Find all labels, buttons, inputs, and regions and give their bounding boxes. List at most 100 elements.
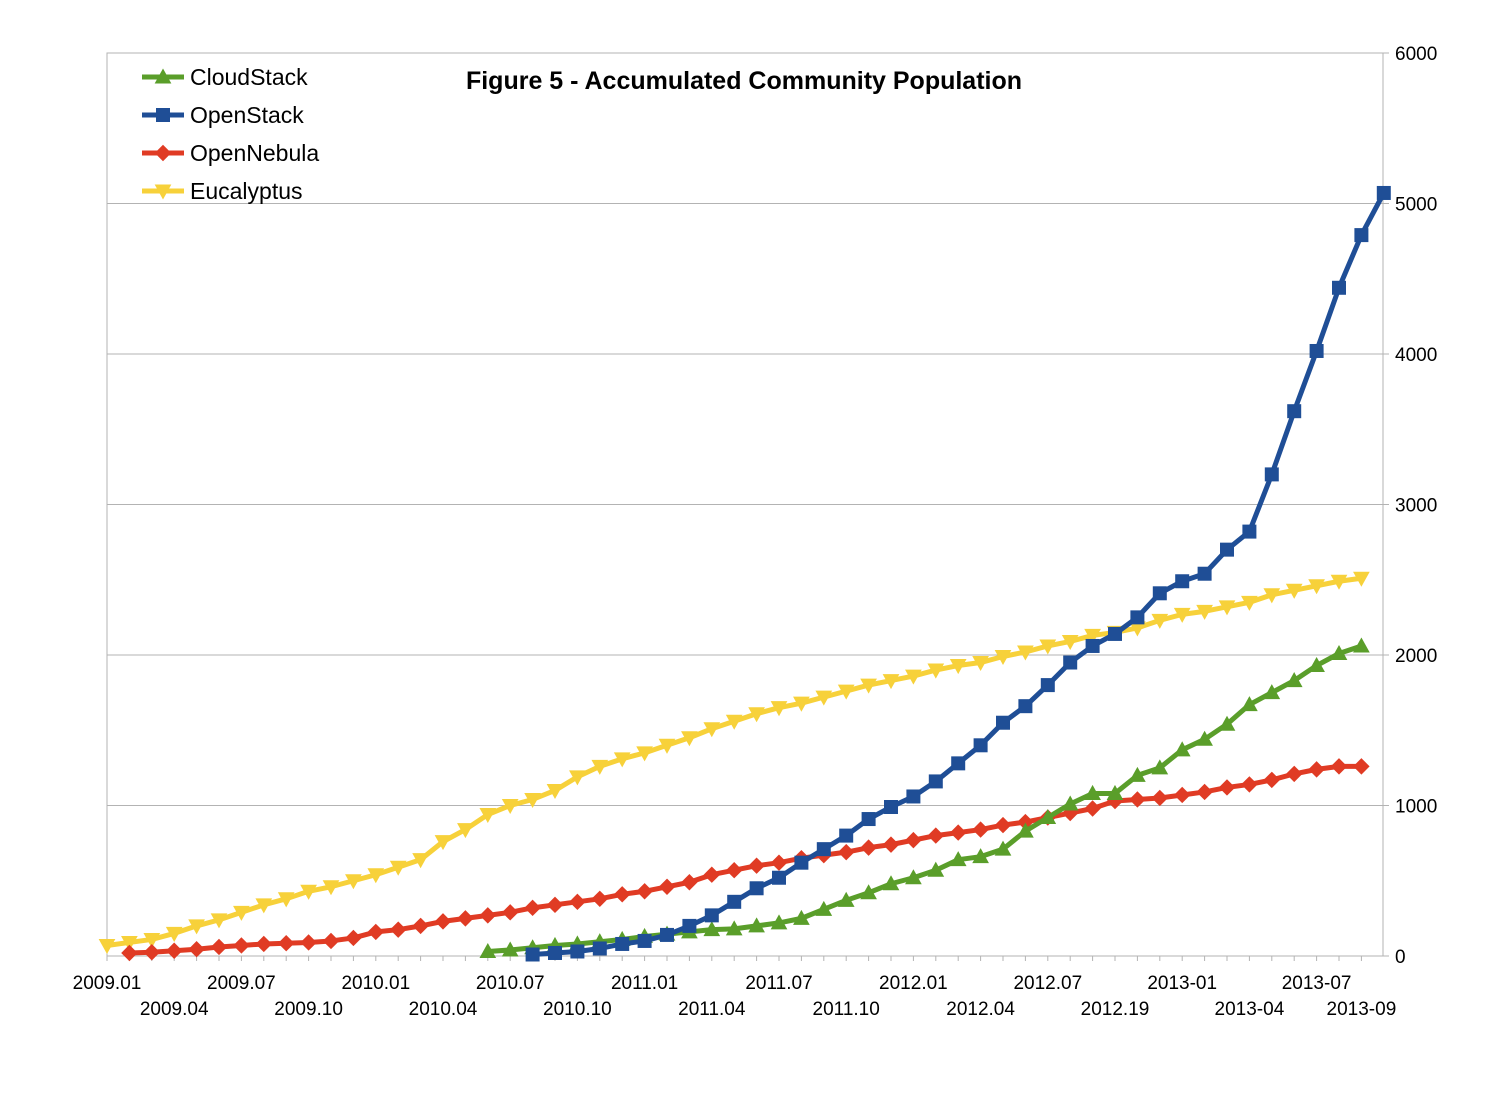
data-point-opennebula bbox=[501, 904, 519, 921]
data-point-eucalyptus bbox=[658, 738, 676, 754]
series-opennebula bbox=[121, 758, 1370, 962]
data-point-opennebula bbox=[1196, 783, 1213, 801]
data-point-eucalyptus bbox=[457, 823, 474, 839]
x-axis: 2009.01 2009.07 2010.01 2010.07 2011.01 2011.… bbox=[73, 956, 1396, 1020]
data-point-openstack bbox=[1018, 699, 1033, 714]
data-point-openstack bbox=[1220, 542, 1234, 557]
x-tick-label: 2010.04 bbox=[409, 999, 478, 1020]
data-point-openstack bbox=[1130, 610, 1145, 625]
data-point-cloudstack bbox=[1151, 759, 1169, 775]
data-point-opennebula bbox=[613, 886, 631, 903]
data-point-openstack bbox=[772, 870, 786, 885]
data-point-openstack bbox=[951, 756, 966, 771]
data-point-eucalyptus bbox=[636, 746, 653, 762]
data-point-opennebula bbox=[658, 878, 676, 895]
x-tick-label: 2013-04 bbox=[1215, 999, 1285, 1020]
data-point-opennebula bbox=[188, 941, 205, 958]
data-point-opennebula bbox=[837, 843, 855, 861]
data-point-opennebula bbox=[972, 821, 989, 838]
data-point-openstack bbox=[1242, 524, 1257, 539]
data-point-openstack bbox=[884, 800, 898, 815]
data-point-cloudstack bbox=[1263, 684, 1281, 700]
y-tick-label: 1000 bbox=[1395, 797, 1437, 818]
data-point-eucalyptus bbox=[345, 874, 362, 890]
series-line-cloudstack bbox=[485, 643, 1364, 954]
data-point-eucalyptus bbox=[1151, 613, 1169, 629]
data-point-cloudstack bbox=[1353, 637, 1370, 653]
data-point-eucalyptus bbox=[1353, 571, 1370, 587]
data-point-opennebula bbox=[210, 938, 228, 956]
data-point-eucalyptus bbox=[501, 799, 519, 815]
data-point-eucalyptus bbox=[1196, 604, 1213, 620]
legend-label: CloudStack bbox=[190, 64, 308, 90]
data-point-eucalyptus bbox=[165, 926, 183, 942]
data-point-openstack bbox=[1354, 228, 1369, 243]
y-tick-label: 0 bbox=[1395, 947, 1406, 968]
data-point-cloudstack bbox=[1241, 696, 1258, 712]
data-point-opennebula bbox=[233, 937, 250, 954]
data-point-opennebula bbox=[457, 910, 474, 927]
data-point-eucalyptus bbox=[815, 690, 833, 706]
data-point-opennebula bbox=[345, 929, 362, 947]
data-point-openstack bbox=[1332, 280, 1346, 295]
data-point-eucalyptus bbox=[255, 898, 273, 914]
data-point-eucalyptus bbox=[188, 919, 205, 935]
series-layer bbox=[98, 185, 1391, 962]
data-point-eucalyptus bbox=[837, 684, 855, 700]
data-point-opennebula bbox=[703, 866, 721, 883]
data-point-cloudstack bbox=[949, 851, 967, 867]
data-point-eucalyptus bbox=[569, 770, 586, 786]
data-point-eucalyptus bbox=[367, 868, 385, 884]
data-point-opennebula bbox=[1263, 771, 1281, 789]
data-point-opennebula bbox=[1084, 800, 1101, 817]
x-tick-label: 2010.10 bbox=[543, 999, 612, 1020]
data-point-opennebula bbox=[882, 836, 900, 853]
data-point-cloudstack bbox=[1196, 730, 1213, 746]
data-point-opennebula bbox=[1330, 758, 1348, 775]
data-point-openstack bbox=[861, 812, 876, 827]
data-point-opennebula bbox=[524, 899, 541, 917]
data-point-opennebula bbox=[725, 862, 743, 879]
legend-label: OpenNebula bbox=[190, 140, 319, 166]
chart-title: Figure 5 - Accumulated Community Populat… bbox=[466, 67, 1022, 95]
data-point-opennebula bbox=[1151, 789, 1169, 807]
data-point-eucalyptus bbox=[412, 853, 429, 869]
data-point-openstack bbox=[1108, 626, 1122, 641]
data-point-openstack bbox=[816, 842, 831, 857]
data-point-eucalyptus bbox=[770, 701, 788, 717]
data-point-opennebula bbox=[1308, 761, 1325, 778]
data-point-eucalyptus bbox=[389, 860, 407, 876]
data-point-cloudstack bbox=[905, 869, 922, 885]
data-point-openstack bbox=[1175, 574, 1190, 589]
data-point-openstack bbox=[570, 944, 585, 959]
series-eucalyptus bbox=[98, 571, 1370, 954]
data-point-openstack bbox=[906, 789, 921, 804]
data-point-cloudstack bbox=[1084, 784, 1101, 800]
data-point-eucalyptus bbox=[1218, 600, 1236, 616]
data-point-cloudstack bbox=[994, 840, 1012, 856]
data-point-opennebula bbox=[546, 896, 564, 914]
data-point-openstack bbox=[525, 947, 540, 962]
data-point-eucalyptus bbox=[1308, 579, 1325, 595]
data-point-eucalyptus bbox=[1017, 645, 1034, 661]
data-point-eucalyptus bbox=[613, 752, 631, 768]
data-point-opennebula bbox=[277, 935, 295, 952]
y-tick-label: 5000 bbox=[1395, 195, 1437, 216]
data-point-eucalyptus bbox=[994, 650, 1012, 666]
data-point-cloudstack bbox=[1218, 715, 1236, 731]
x-tick-label: 2011.04 bbox=[678, 999, 746, 1020]
data-point-eucalyptus bbox=[1061, 634, 1079, 650]
x-tick-label: 2013-07 bbox=[1282, 973, 1352, 994]
data-point-opennebula bbox=[479, 907, 497, 924]
data-point-cloudstack bbox=[725, 920, 743, 936]
x-tick-label: 2011.01 bbox=[611, 973, 678, 994]
legend-label: OpenStack bbox=[190, 102, 304, 128]
data-point-openstack bbox=[615, 936, 630, 951]
data-point-cloudstack bbox=[501, 941, 519, 957]
data-point-cloudstack bbox=[1285, 672, 1303, 688]
x-tick-label: 2009.01 bbox=[73, 973, 142, 994]
series-openstack bbox=[525, 185, 1391, 962]
data-point-cloudstack bbox=[1039, 809, 1057, 825]
data-point-eucalyptus bbox=[927, 663, 945, 679]
